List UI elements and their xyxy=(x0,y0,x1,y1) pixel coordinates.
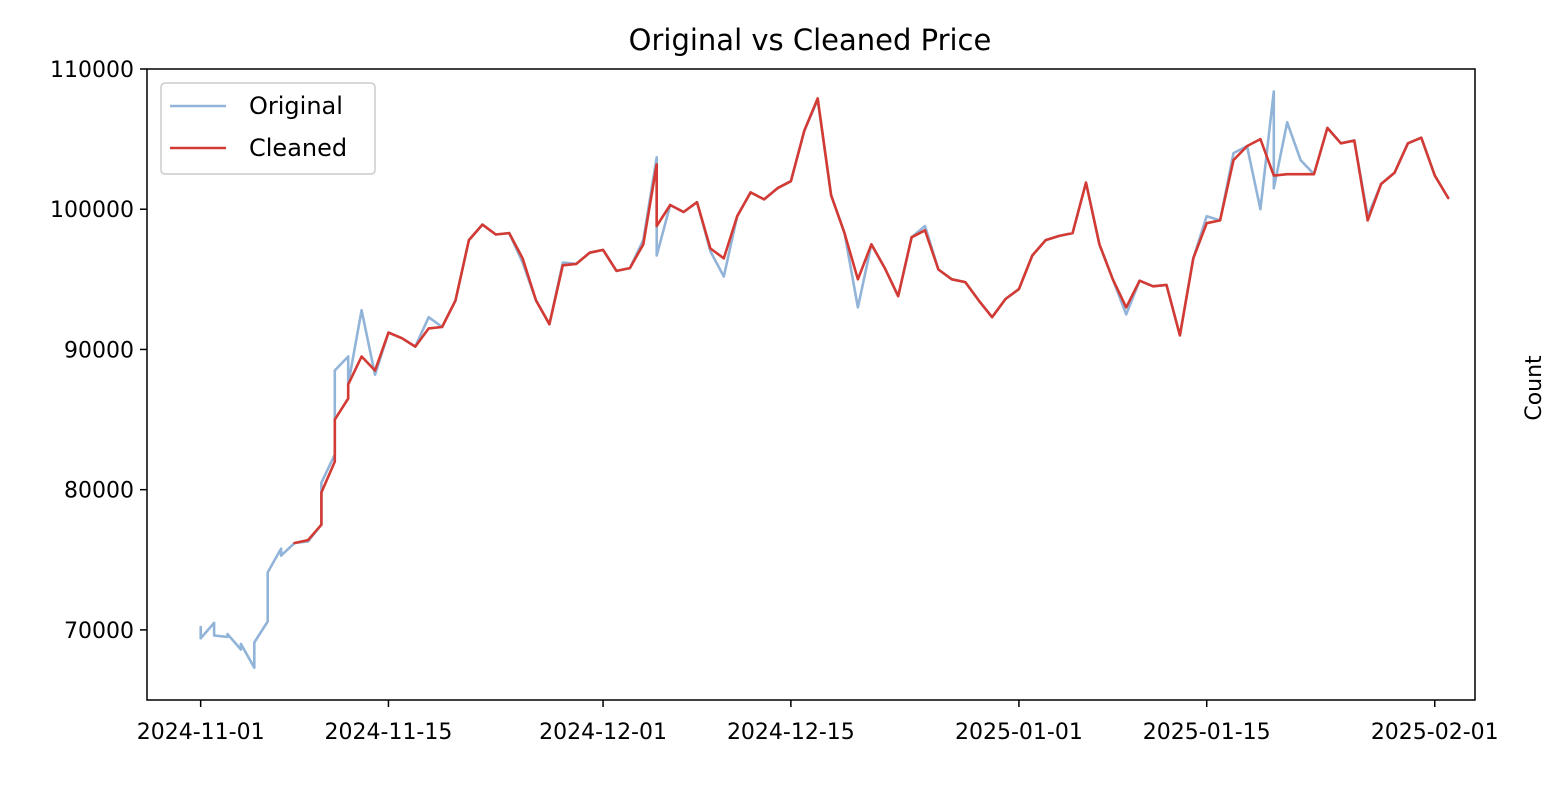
x-tick-label: 2024-12-01 xyxy=(539,720,667,745)
y-tick-label: 110000 xyxy=(50,58,134,83)
x-axis: 2024-11-01 2024-11-15 2024-12-01 2024-12-15… xyxy=(137,700,1499,745)
legend-label-cleaned: Cleaned xyxy=(249,134,347,162)
x-tick-label: 2024-11-01 xyxy=(137,720,265,745)
y-tick-label: 90000 xyxy=(64,338,134,363)
chart-title: Original vs Cleaned Price xyxy=(629,23,992,57)
x-tick-label: 2024-12-15 xyxy=(727,720,855,745)
y-tick-label: 70000 xyxy=(64,619,134,644)
series-line-cleaned xyxy=(293,97,1450,545)
legend-label-original: Original xyxy=(249,92,343,120)
legend: Original Cleaned xyxy=(160,82,376,175)
y-axis: 70000 80000 90000 100000 110000 xyxy=(50,58,147,644)
x-tick-label: 2024-11-15 xyxy=(325,720,453,745)
series-line-original xyxy=(199,90,1450,670)
right-y-axis-label: Count xyxy=(1522,355,1547,421)
y-tick-label: 80000 xyxy=(64,479,134,504)
y-tick-label: 100000 xyxy=(50,198,134,223)
x-tick-label: 2025-02-01 xyxy=(1371,720,1499,745)
plot-frame xyxy=(146,68,1476,701)
x-tick-label: 2025-01-01 xyxy=(955,720,1083,745)
x-tick-label: 2025-01-15 xyxy=(1143,720,1271,745)
series-layer xyxy=(199,90,1450,670)
